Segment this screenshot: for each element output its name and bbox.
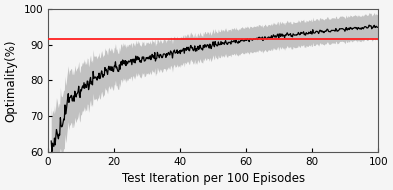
X-axis label: Test Iteration per 100 Episodes: Test Iteration per 100 Episodes <box>121 172 305 185</box>
Y-axis label: Optimality(%): Optimality(%) <box>5 39 18 122</box>
